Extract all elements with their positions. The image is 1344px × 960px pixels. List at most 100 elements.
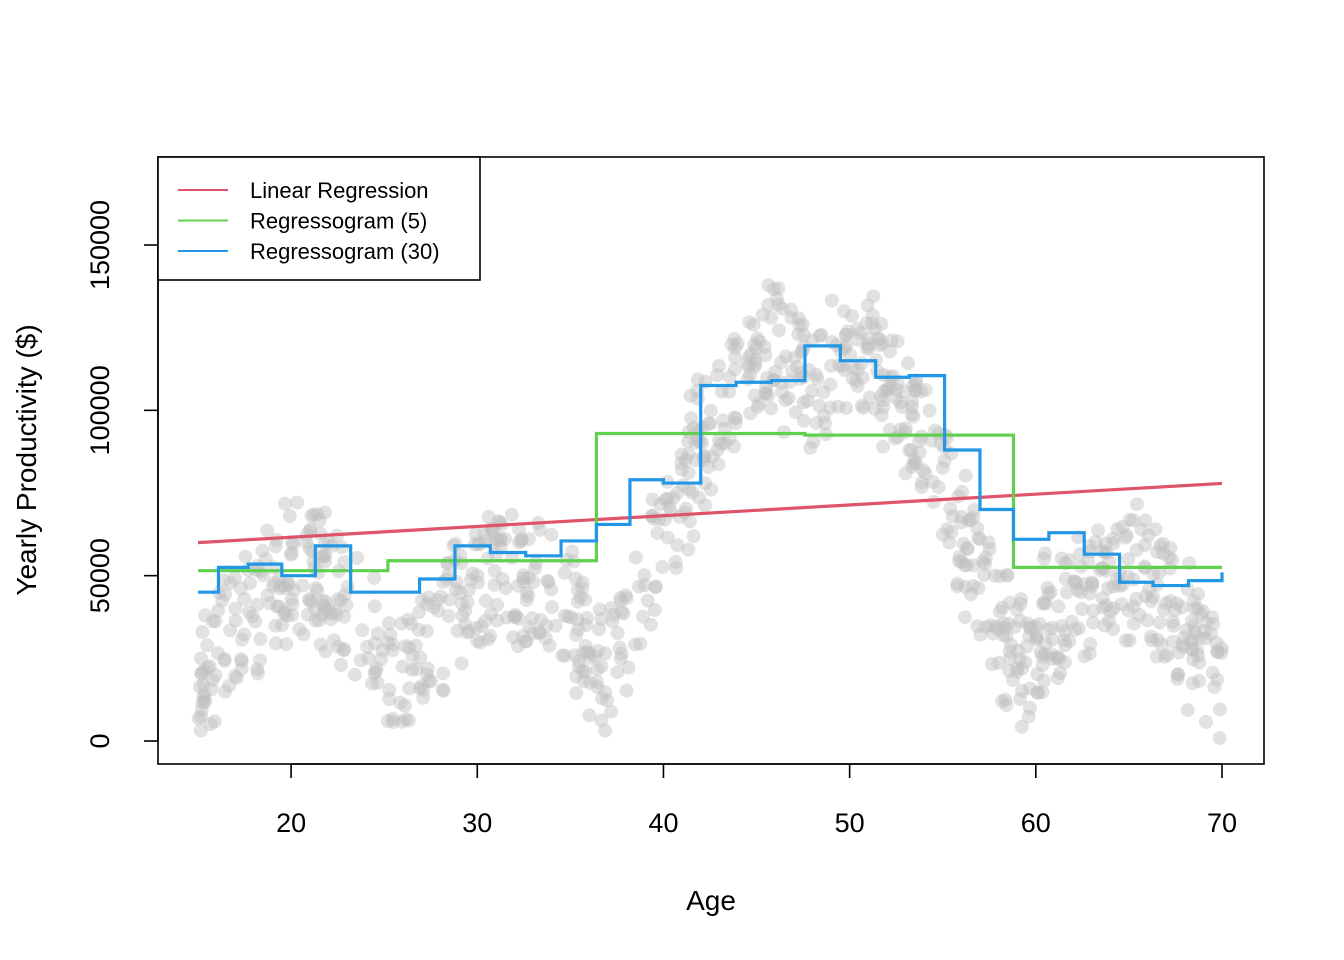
data-point: [1009, 602, 1024, 617]
data-point: [420, 661, 435, 676]
data-point: [492, 533, 507, 548]
data-point: [678, 452, 693, 467]
data-point: [970, 619, 985, 634]
data-point: [419, 667, 434, 682]
data-point: [616, 606, 631, 621]
data-point: [267, 575, 282, 590]
data-point: [970, 521, 985, 536]
data-point: [914, 480, 929, 494]
data-point: [897, 384, 912, 399]
data-point: [771, 281, 786, 296]
data-point: [211, 646, 225, 661]
data-point: [409, 662, 424, 677]
data-point: [1082, 646, 1097, 661]
data-point: [1036, 596, 1050, 611]
data-point: [558, 648, 572, 663]
data-point: [612, 640, 627, 655]
data-point: [959, 558, 974, 572]
data-point: [901, 356, 915, 371]
data-point: [752, 334, 767, 349]
data-point: [614, 604, 629, 619]
data-point: [882, 422, 897, 437]
data-point: [784, 310, 799, 325]
y-tick-label: 0: [85, 733, 115, 748]
data-point: [238, 549, 253, 564]
data-point: [1092, 562, 1107, 577]
data-point: [945, 509, 960, 524]
data-point: [999, 629, 1014, 644]
data-point: [281, 578, 296, 593]
data-point: [727, 410, 742, 425]
data-point: [898, 466, 913, 481]
data-point: [863, 390, 877, 405]
data-point: [701, 416, 716, 431]
data-point: [1144, 629, 1158, 644]
data-point: [295, 578, 310, 593]
data-point: [1058, 571, 1073, 586]
data-point: [1062, 634, 1077, 649]
data-point: [1165, 634, 1180, 649]
data-point: [404, 616, 419, 631]
data-point: [484, 607, 498, 621]
data-point: [1003, 637, 1018, 652]
data-point: [816, 385, 831, 400]
data-point: [483, 628, 498, 643]
data-point: [681, 542, 696, 557]
data-point: [674, 447, 689, 462]
data-point: [784, 302, 799, 317]
data-point: [952, 549, 967, 564]
data-point: [576, 664, 590, 679]
data-point: [904, 407, 919, 422]
data-point: [233, 581, 248, 596]
data-point: [228, 669, 243, 683]
data-point: [194, 651, 208, 666]
data-point: [237, 627, 252, 642]
data-point: [300, 607, 315, 622]
data-point: [402, 640, 416, 655]
data-point: [1096, 600, 1111, 615]
data-point: [1210, 644, 1225, 659]
data-point: [1030, 667, 1045, 682]
data-point: [748, 352, 763, 367]
data-point: [399, 712, 413, 727]
data-point: [370, 626, 385, 641]
data-point: [871, 331, 886, 346]
data-point: [876, 439, 891, 454]
data-point: [286, 537, 301, 552]
data-point: [924, 433, 939, 448]
data-point: [481, 632, 496, 647]
data-point: [470, 575, 485, 590]
data-point: [814, 328, 829, 342]
data-point: [614, 646, 629, 661]
data-point: [761, 278, 776, 293]
data-point: [477, 526, 491, 541]
data-point: [764, 401, 779, 416]
data-point: [518, 634, 533, 649]
data-point: [234, 632, 249, 647]
data-point: [355, 623, 370, 638]
data-point: [1210, 645, 1225, 660]
data-point: [893, 395, 908, 410]
data-point: [568, 571, 583, 586]
data-point: [989, 619, 1003, 634]
data-point: [255, 543, 270, 558]
data-point: [578, 664, 593, 679]
data-point: [490, 613, 505, 628]
data-point: [281, 575, 296, 590]
data-point: [1040, 581, 1055, 595]
data-point: [263, 596, 277, 611]
data-point: [303, 522, 318, 537]
data-point: [426, 600, 441, 615]
data-point: [465, 566, 480, 581]
data-point: [682, 514, 697, 529]
data-point: [330, 592, 345, 607]
data-point: [468, 527, 483, 542]
data-point: [876, 393, 891, 408]
data-point: [775, 301, 790, 316]
data-point: [321, 601, 336, 616]
data-point: [421, 673, 436, 688]
data-point: [473, 635, 488, 650]
data-point: [360, 639, 375, 654]
data-point: [1038, 596, 1053, 611]
data-point: [796, 395, 811, 410]
